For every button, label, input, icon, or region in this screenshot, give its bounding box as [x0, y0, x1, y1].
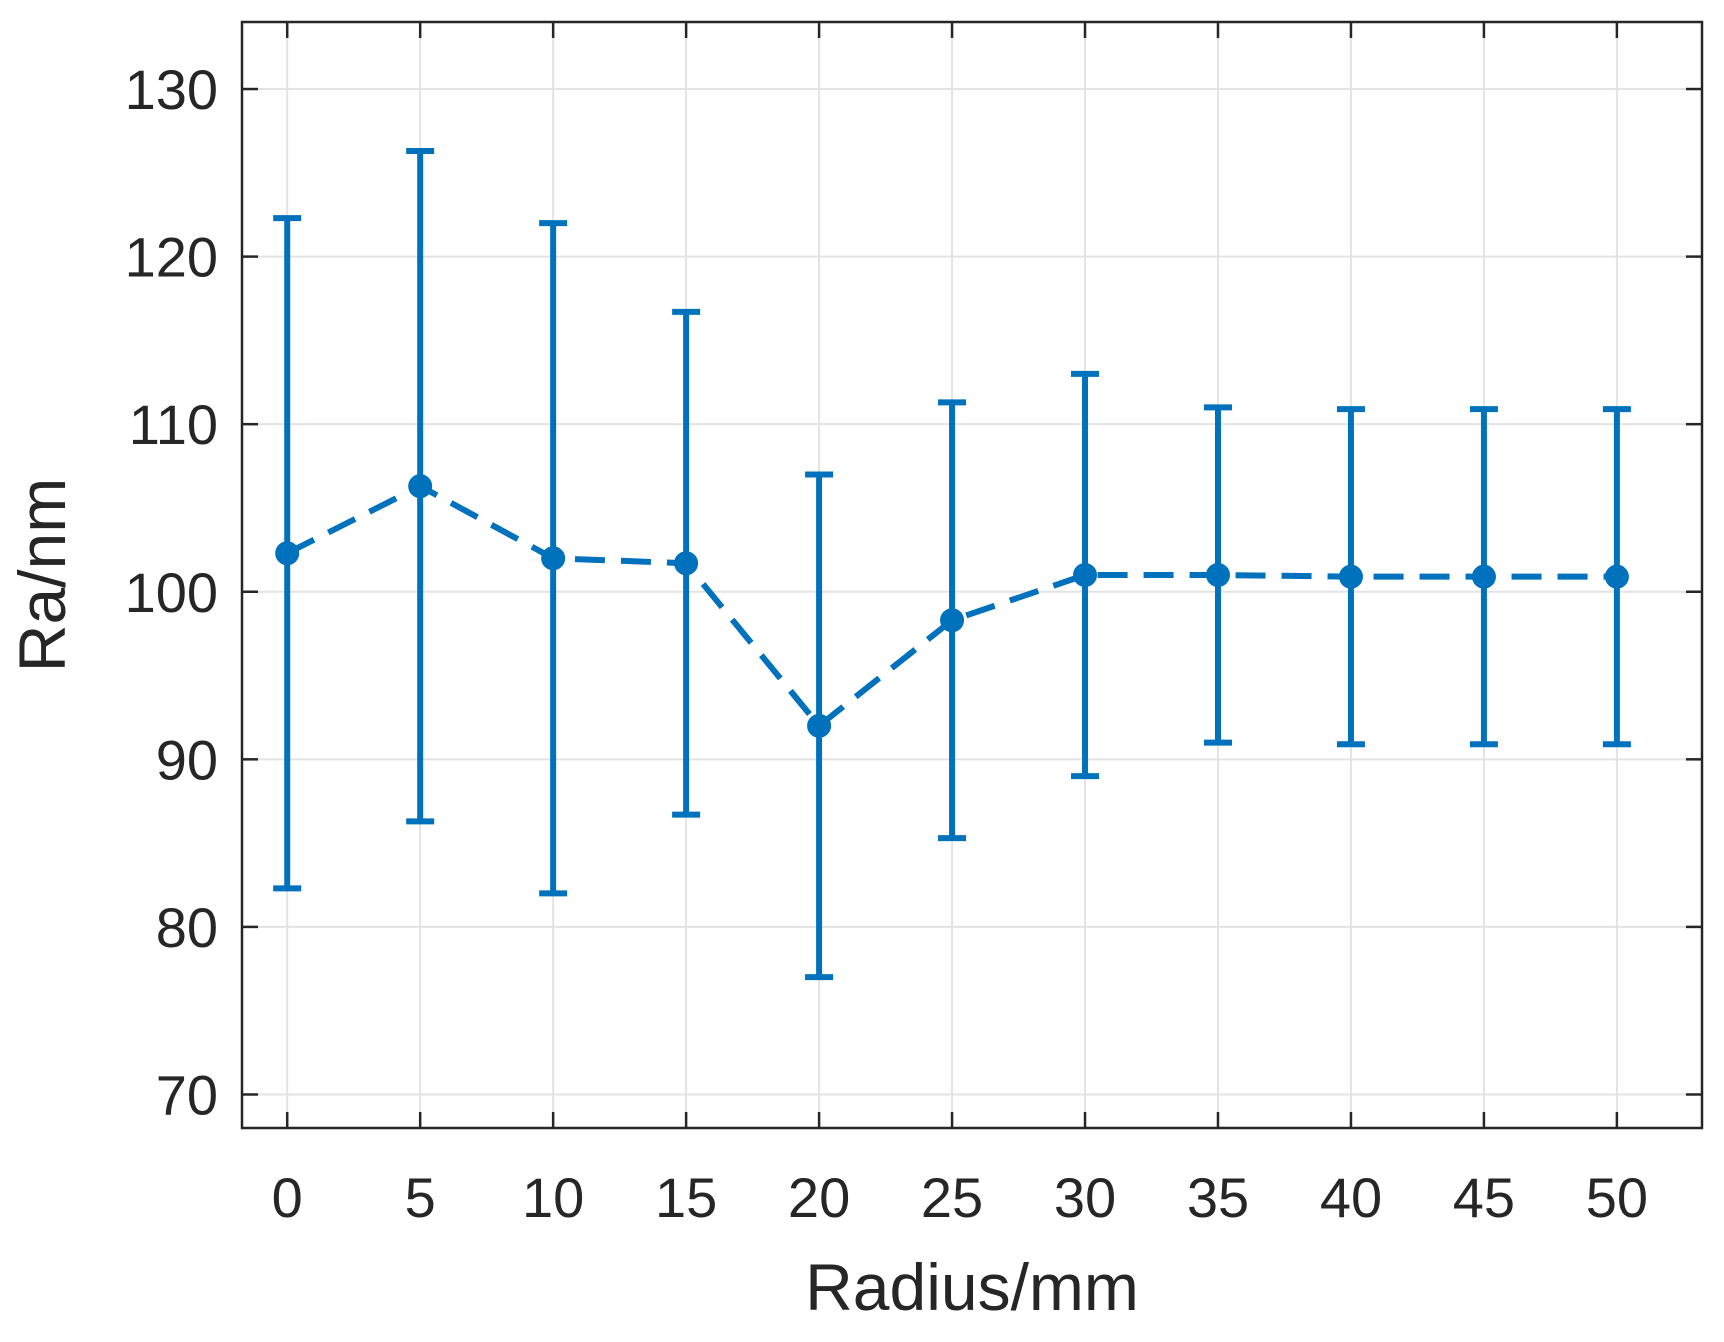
data-point: [541, 546, 566, 571]
x-tick-label: 25: [921, 1166, 983, 1229]
data-point: [1604, 564, 1629, 589]
y-tick-label: 110: [129, 393, 218, 456]
y-tick-label: 130: [125, 58, 218, 121]
x-tick-label: 45: [1453, 1166, 1515, 1229]
y-tick-label: 70: [156, 1063, 218, 1126]
y-tick-label: 100: [125, 561, 218, 624]
x-tick-label: 15: [655, 1166, 717, 1229]
x-tick-label: 50: [1586, 1166, 1648, 1229]
axes: 0 5 10 15 20 25 30 35 40 45 50 70 80 90 100 110 120 130: [125, 20, 1704, 1229]
data-point: [807, 713, 832, 738]
x-axis-label: Radius/mm: [805, 1250, 1139, 1324]
data-point: [1073, 563, 1098, 587]
data-point: [1205, 563, 1230, 587]
x-tick-label: 40: [1320, 1166, 1382, 1229]
y-tick-label: 80: [156, 896, 218, 959]
y-tick-label: 90: [156, 728, 218, 791]
data-point: [1471, 564, 1496, 589]
x-tick-label: 20: [788, 1166, 850, 1229]
series: [273, 148, 1631, 981]
x-tick-label: 30: [1054, 1166, 1116, 1229]
x-tick-label: 35: [1187, 1166, 1249, 1229]
data-point: [275, 541, 300, 566]
data-point: [674, 551, 699, 576]
plot-frame: [240, 20, 1704, 1130]
data-point: [1338, 564, 1363, 589]
x-tick-label: 5: [405, 1166, 436, 1229]
x-tick-label: 10: [522, 1166, 584, 1229]
x-tick-label: 0: [272, 1166, 303, 1229]
plot-background: [242, 22, 1702, 1128]
y-axis-label: Ra/nm: [5, 478, 79, 672]
series-line: [285, 482, 1617, 731]
data-point: [408, 474, 433, 499]
y-tick-label: 120: [125, 226, 218, 289]
data-point: [940, 608, 965, 633]
